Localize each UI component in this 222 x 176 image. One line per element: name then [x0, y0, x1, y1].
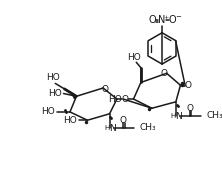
Text: O: O — [186, 104, 193, 113]
Text: HO: HO — [48, 89, 62, 98]
Text: HO: HO — [108, 95, 121, 103]
Text: HO: HO — [128, 53, 141, 62]
Text: HO: HO — [42, 107, 55, 117]
Text: N: N — [175, 112, 182, 121]
Text: O: O — [122, 95, 129, 103]
Text: −: − — [175, 14, 181, 20]
Text: HO: HO — [63, 116, 77, 125]
Text: H: H — [170, 113, 176, 119]
Text: CH₃: CH₃ — [140, 123, 157, 132]
Text: N: N — [158, 15, 166, 25]
Text: O: O — [160, 69, 167, 78]
Text: HO: HO — [47, 73, 60, 82]
Text: +: + — [163, 15, 168, 20]
Text: N: N — [109, 124, 116, 133]
Text: H: H — [104, 125, 110, 131]
Text: CH₃: CH₃ — [206, 111, 222, 120]
Text: O: O — [184, 81, 191, 90]
Text: O: O — [101, 85, 109, 94]
Text: O: O — [120, 116, 127, 125]
Text: O: O — [168, 15, 176, 25]
Text: O: O — [148, 15, 156, 25]
